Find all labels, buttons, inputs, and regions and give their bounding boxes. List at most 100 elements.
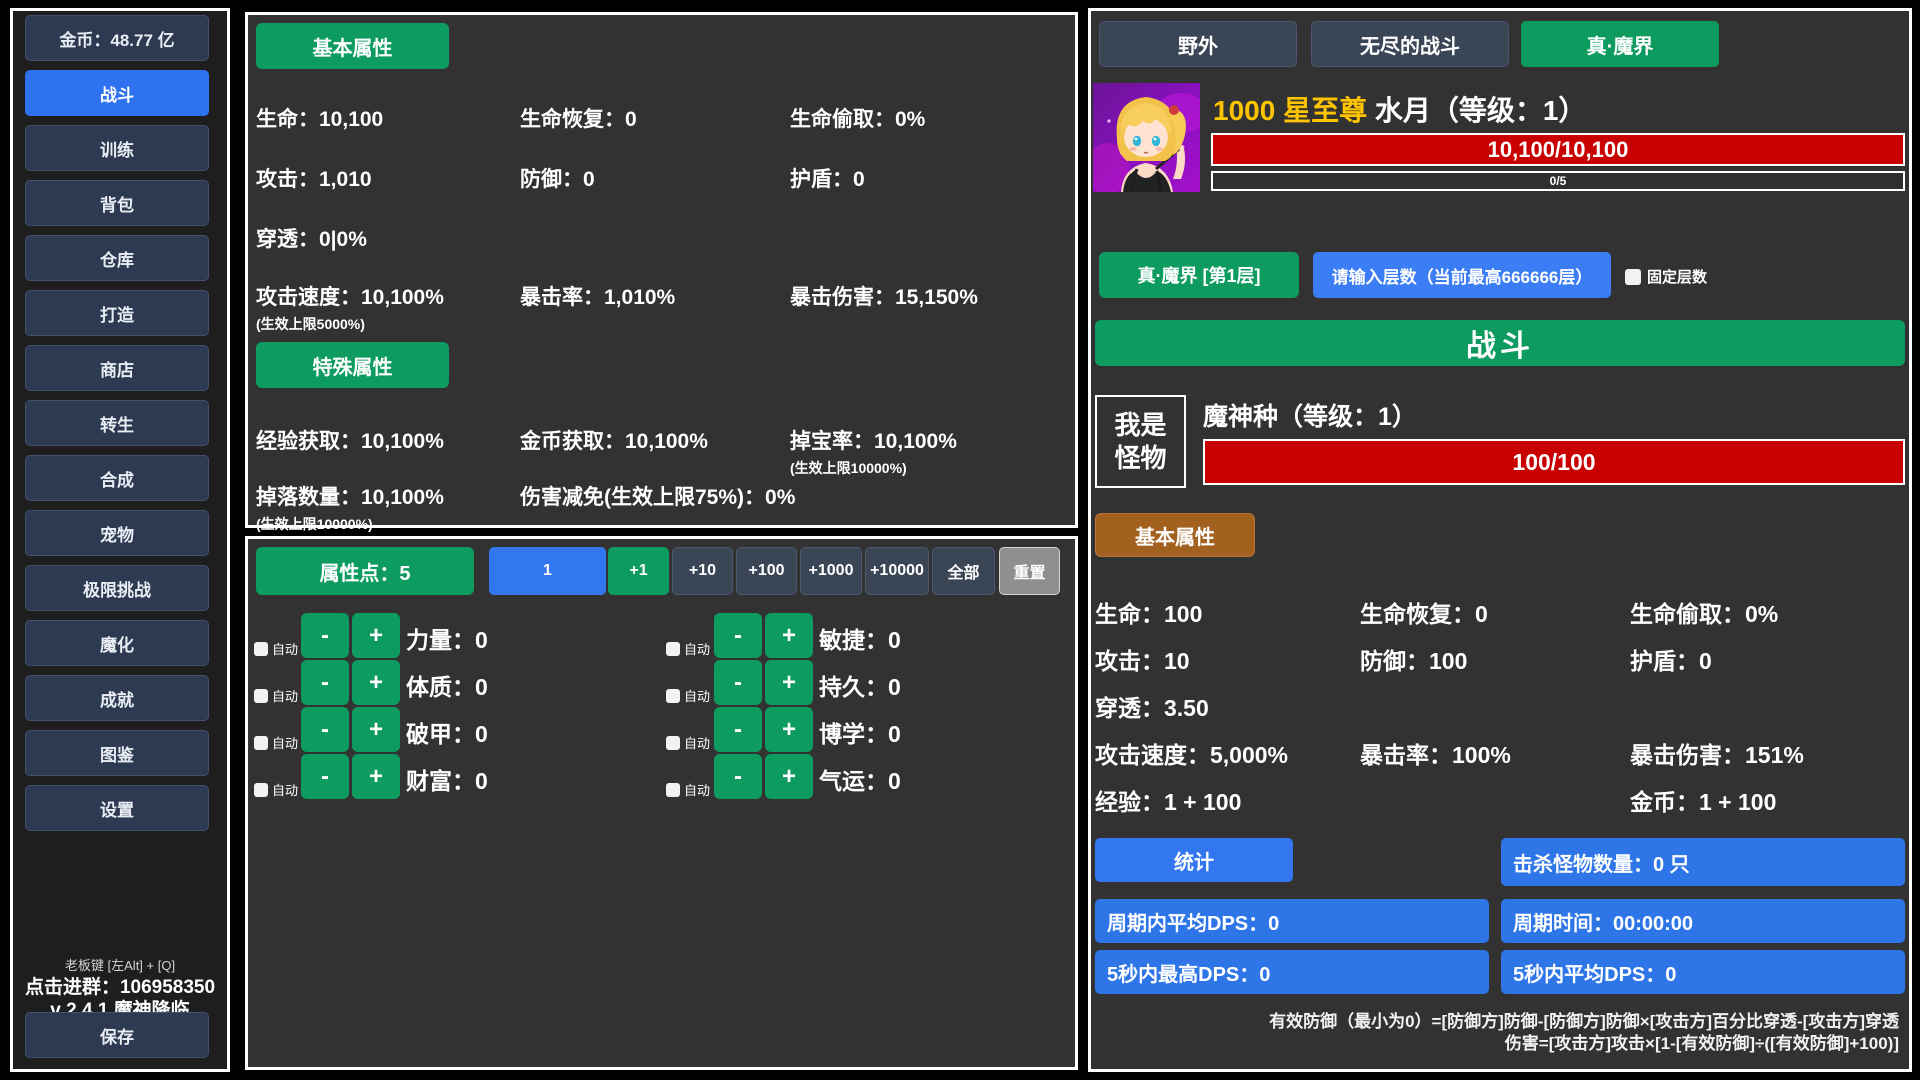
increment-current-button[interactable]: 1 bbox=[489, 547, 606, 595]
sidebar-item-warehouse[interactable]: 仓库 bbox=[25, 235, 209, 281]
kill-count-panel: 击杀怪物数量：0 只 bbox=[1501, 838, 1905, 886]
sidebar-item-demonize[interactable]: 魔化 bbox=[25, 620, 209, 666]
monster-name: 魔神种（等级：1） bbox=[1203, 403, 1417, 431]
sidebar-item-settings[interactable]: 设置 bbox=[25, 785, 209, 831]
sidebar-item-achievement[interactable]: 成就 bbox=[25, 675, 209, 721]
auto-agility-checkbox[interactable]: 自动 bbox=[666, 639, 710, 658]
fixed-floor-checkbox[interactable]: 固定层数 bbox=[1625, 266, 1707, 287]
sidebar-item-codex[interactable]: 图鉴 bbox=[25, 730, 209, 776]
stat-hp: 生命：10,100 bbox=[256, 108, 384, 131]
monster-stat-defense: 防御：100 bbox=[1360, 648, 1468, 674]
checkbox-icon[interactable] bbox=[666, 641, 680, 656]
auto-endurance-checkbox[interactable]: 自动 bbox=[666, 686, 710, 705]
wealth-plus-button[interactable]: + bbox=[352, 754, 400, 799]
checkbox-icon[interactable] bbox=[254, 641, 268, 656]
erudition-minus-button[interactable]: - bbox=[714, 707, 762, 752]
increment-plus1000-button[interactable]: +1000 bbox=[800, 547, 862, 595]
monster-stat-penetration: 穿透：3.50 bbox=[1095, 695, 1209, 721]
auto-strength-checkbox[interactable]: 自动 bbox=[254, 639, 298, 658]
dps-5s-max: 5秒内最高DPS：0 bbox=[1095, 950, 1489, 994]
boss-key-hint: 老板键 [左Alt] + [Q] bbox=[64, 958, 176, 973]
fight-button[interactable]: 战斗 bbox=[1095, 320, 1905, 366]
sidebar-item-train[interactable]: 训练 bbox=[25, 125, 209, 171]
player-title: 1000 星至尊 水月（等级：1） bbox=[1213, 89, 1586, 129]
monster-stat-hp: 生命：100 bbox=[1095, 601, 1203, 627]
increment-plus1-button[interactable]: +1 bbox=[608, 547, 669, 595]
sidebar-item-forge[interactable]: 打造 bbox=[25, 290, 209, 336]
stat-attack: 攻击：1,010 bbox=[256, 168, 372, 191]
sidebar-item-rebirth[interactable]: 转生 bbox=[25, 400, 209, 446]
sidebar-item-backpack[interactable]: 背包 bbox=[25, 180, 209, 226]
wealth-value: 财富：0 bbox=[406, 768, 488, 794]
monster-stat-hp-regen: 生命恢复：0 bbox=[1360, 601, 1488, 627]
monster-basic-attributes-button[interactable]: 基本属性 bbox=[1095, 513, 1255, 557]
special-attributes-header-button[interactable]: 特殊属性 bbox=[256, 342, 449, 388]
sidebar: 金币：48.77 亿 战斗 训练 背包 仓库 打造 商店 转生 合成 宠物 极限… bbox=[10, 8, 230, 1072]
checkbox-icon[interactable] bbox=[254, 688, 268, 703]
checkbox-icon[interactable] bbox=[666, 782, 680, 797]
agility-minus-button[interactable]: - bbox=[714, 613, 762, 658]
points-counter: 属性点：5 bbox=[256, 547, 474, 595]
stat-exp-gain: 经验获取：10,100% bbox=[256, 430, 444, 453]
sidebar-item-shop[interactable]: 商店 bbox=[25, 345, 209, 391]
wealth-minus-button[interactable]: - bbox=[301, 754, 349, 799]
sidebar-item-challenge[interactable]: 极限挑战 bbox=[25, 565, 209, 611]
sidebar-item-synthesis[interactable]: 合成 bbox=[25, 455, 209, 501]
agility-value: 敏捷：0 bbox=[819, 627, 901, 653]
battle-panel: 野外 无尽的战斗 真·魔界 bbox=[1085, 8, 1912, 1072]
auto-constitution-checkbox[interactable]: 自动 bbox=[254, 686, 298, 705]
join-group-link[interactable]: 点击进群：106958350 bbox=[24, 977, 216, 998]
sidebar-item-pet[interactable]: 宠物 bbox=[25, 510, 209, 556]
checkbox-icon[interactable] bbox=[666, 735, 680, 750]
increment-plus10-button[interactable]: +10 bbox=[672, 547, 733, 595]
player-name: 水月（等级：1） bbox=[1374, 95, 1587, 126]
save-button[interactable]: 保存 bbox=[25, 1012, 209, 1058]
monster-stat-crit-rate: 暴击率：100% bbox=[1360, 742, 1511, 768]
checkbox-icon[interactable] bbox=[666, 688, 680, 703]
floor-select-button[interactable]: 真·魔界 [第1层] bbox=[1099, 252, 1299, 298]
floor-number-input[interactable]: 请输入层数（当前最高666666层） bbox=[1313, 252, 1611, 298]
erudition-value: 博学：0 bbox=[819, 721, 901, 747]
checkbox-icon[interactable] bbox=[254, 782, 268, 797]
basic-attributes-header-button[interactable]: 基本属性 bbox=[256, 23, 449, 69]
strength-minus-button[interactable]: - bbox=[301, 613, 349, 658]
increment-all-button[interactable]: 全部 bbox=[932, 547, 995, 595]
erudition-plus-button[interactable]: + bbox=[765, 707, 813, 752]
strength-plus-button[interactable]: + bbox=[352, 613, 400, 658]
auto-wealth-checkbox[interactable]: 自动 bbox=[254, 780, 298, 799]
monster-tag: 我是 怪物 bbox=[1095, 395, 1186, 488]
tab-endless-battle[interactable]: 无尽的战斗 bbox=[1311, 21, 1509, 67]
tab-wild[interactable]: 野外 bbox=[1099, 21, 1297, 67]
tab-true-demon-realm[interactable]: 真·魔界 bbox=[1521, 21, 1719, 67]
reset-points-button[interactable]: 重置 bbox=[999, 547, 1060, 595]
increment-plus10000-button[interactable]: +10000 bbox=[865, 547, 929, 595]
checkbox-icon[interactable] bbox=[254, 735, 268, 750]
endurance-minus-button[interactable]: - bbox=[714, 660, 762, 705]
stat-penetration: 穿透：0|0% bbox=[256, 228, 367, 251]
agility-plus-button[interactable]: + bbox=[765, 613, 813, 658]
stat-gold-gain: 金币获取：10,100% bbox=[520, 430, 708, 453]
luck-value: 气运：0 bbox=[819, 768, 901, 794]
checkbox-icon[interactable] bbox=[1625, 268, 1641, 285]
auto-erudition-checkbox[interactable]: 自动 bbox=[666, 733, 710, 752]
statistics-button[interactable]: 统计 bbox=[1095, 838, 1293, 882]
endurance-plus-button[interactable]: + bbox=[765, 660, 813, 705]
cycle-time: 周期时间：00:00:00 bbox=[1501, 899, 1905, 943]
sidebar-item-battle[interactable]: 战斗 bbox=[25, 70, 209, 116]
stat-crit-rate: 暴击率：1,010% bbox=[520, 286, 676, 309]
armorbreak-plus-button[interactable]: + bbox=[352, 707, 400, 752]
luck-minus-button[interactable]: - bbox=[714, 754, 762, 799]
monster-stat-crit-damage: 暴击伤害：151% bbox=[1630, 742, 1804, 768]
armorbreak-minus-button[interactable]: - bbox=[301, 707, 349, 752]
constitution-minus-button[interactable]: - bbox=[301, 660, 349, 705]
dps-5s-average: 5秒内平均DPS：0 bbox=[1501, 950, 1905, 994]
stat-crit-damage: 暴击伤害：15,150% bbox=[790, 286, 978, 309]
auto-armorbreak-checkbox[interactable]: 自动 bbox=[254, 733, 298, 752]
increment-plus100-button[interactable]: +100 bbox=[736, 547, 797, 595]
monster-stat-lifesteal: 生命偷取：0% bbox=[1630, 601, 1779, 627]
stat-drop-amount: 掉落数量：10,100% (生效上限10000%) bbox=[256, 486, 444, 532]
auto-luck-checkbox[interactable]: 自动 bbox=[666, 780, 710, 799]
luck-plus-button[interactable]: + bbox=[765, 754, 813, 799]
constitution-plus-button[interactable]: + bbox=[352, 660, 400, 705]
constitution-value: 体质：0 bbox=[406, 674, 488, 700]
